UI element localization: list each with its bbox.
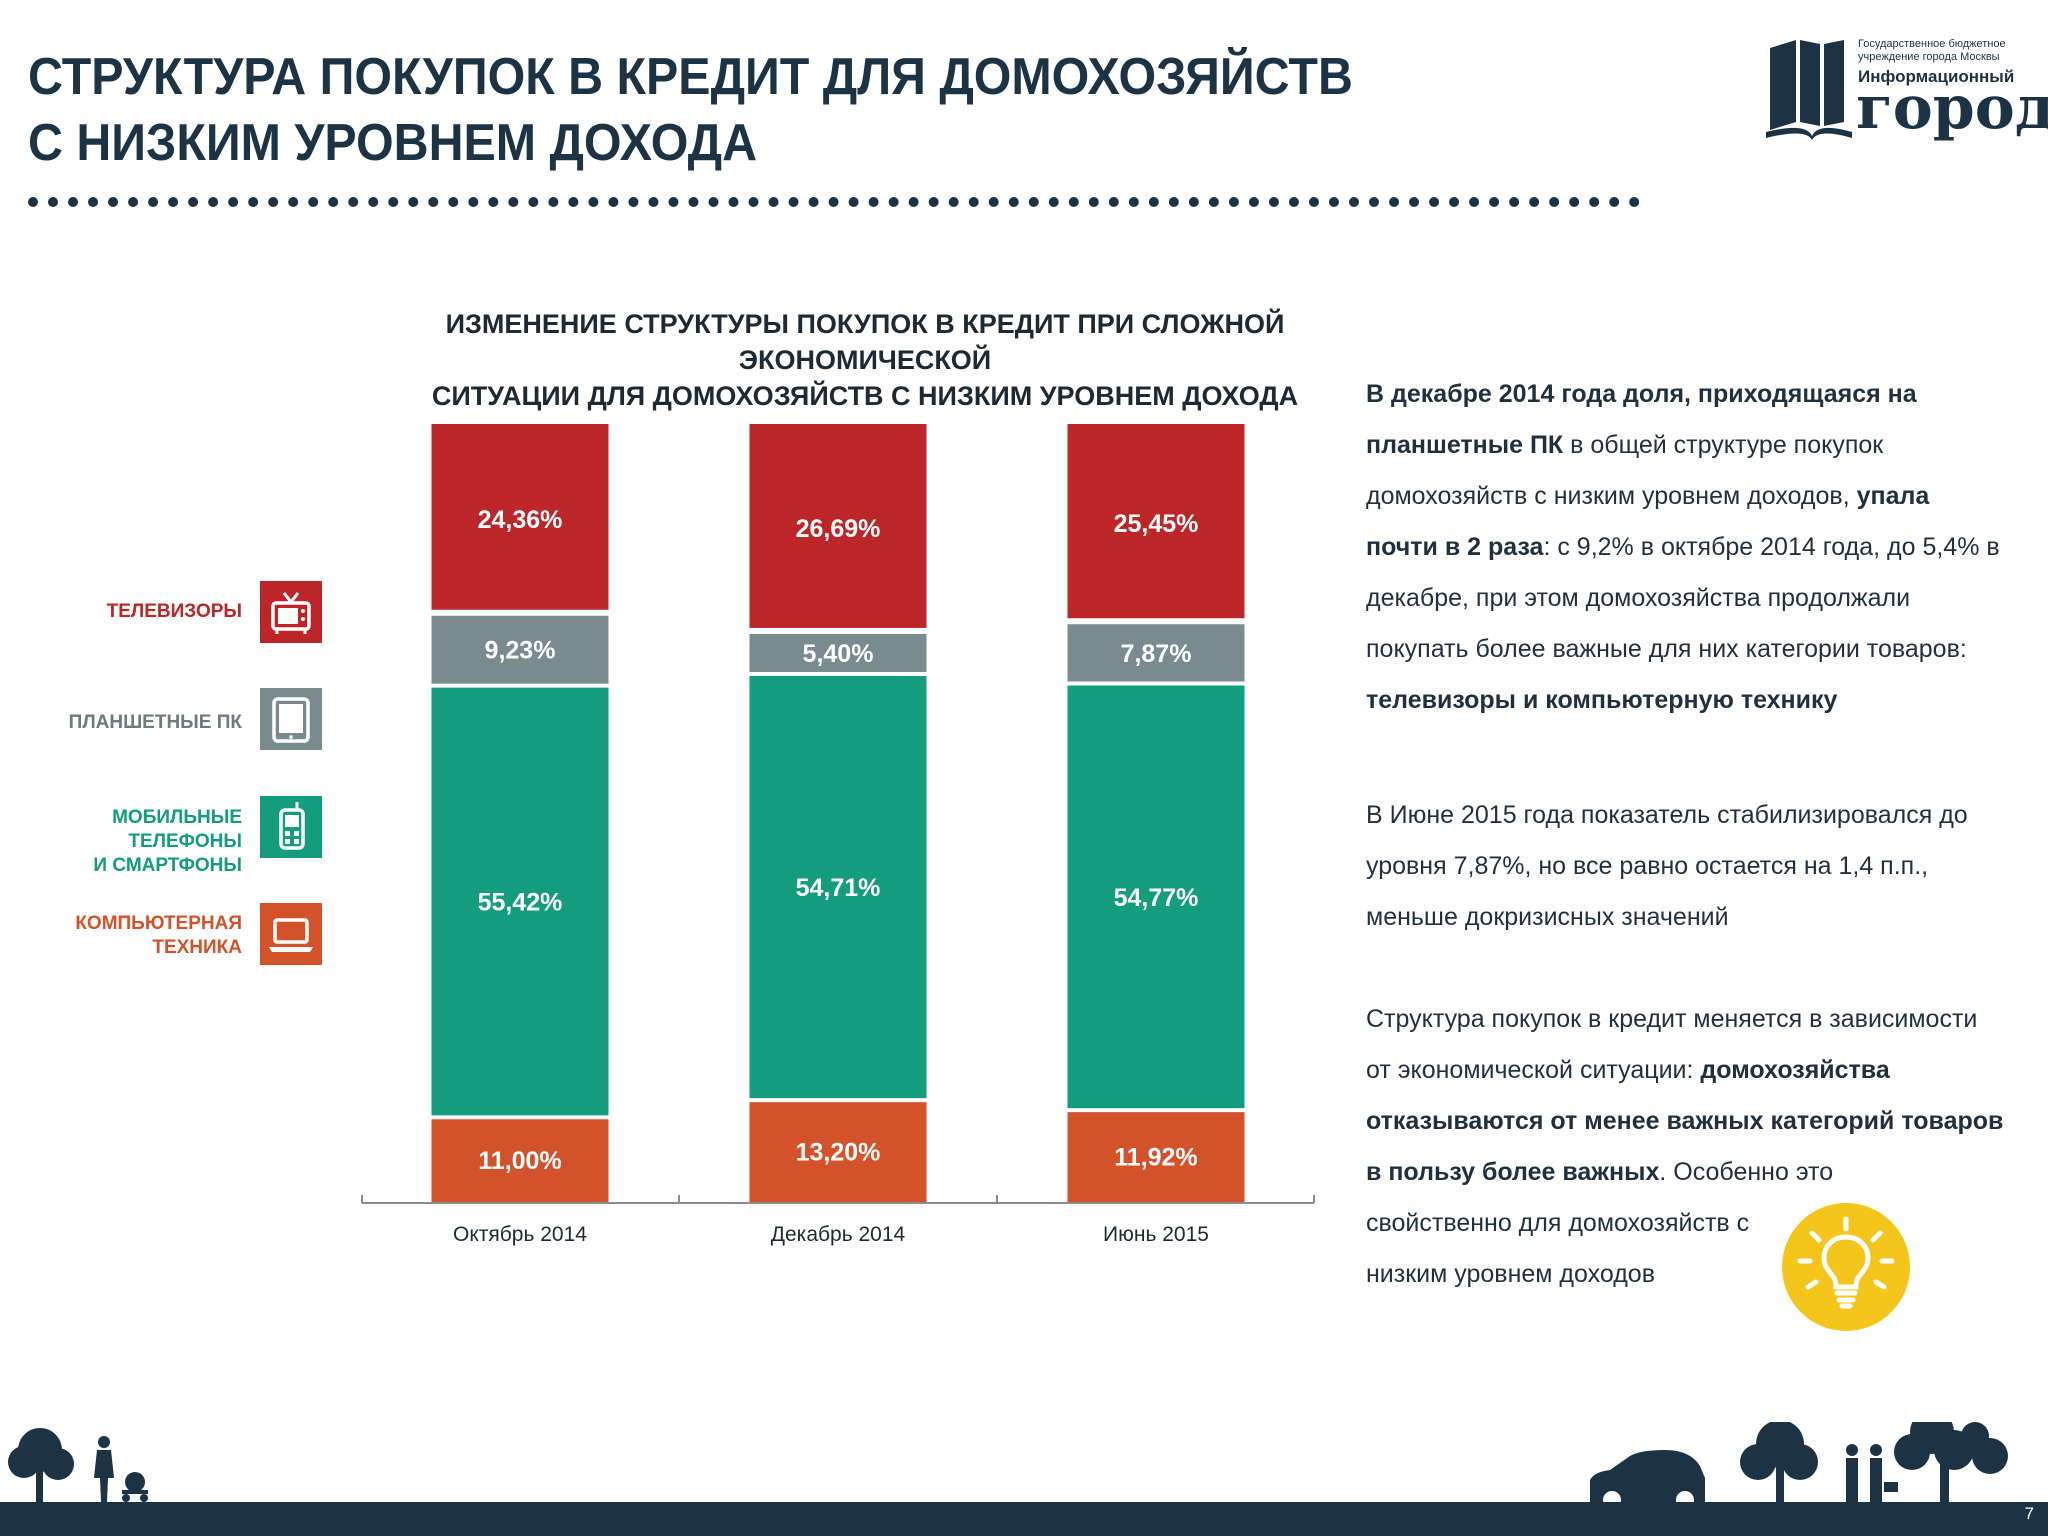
x-tick-label-3: Июнь 2015: [1103, 1223, 1209, 1246]
legend-computer-text-line2: ТЕХНИКА: [152, 937, 242, 958]
x-tick-label-2: Декабрь 2014: [771, 1223, 906, 1246]
data-label-1-4: 24,36%: [478, 506, 563, 534]
legend-mobile-text-line1: МОБИЛЬНЫЕ ТЕЛЕФОНЫ: [112, 807, 242, 852]
car-icon: [1590, 1450, 1705, 1502]
footer-scene: [8, 1422, 2008, 1502]
title-divider: [28, 197, 1640, 207]
side-p1-text-2: : с 9,2% в октябре 2014 года, до 5,4% в …: [1366, 533, 2000, 663]
laptop-icon: [260, 903, 322, 965]
side-paragraph-2: В Июне 2015 года показатель стабилизиров…: [1366, 790, 2006, 943]
bar-segment-1-3: [431, 615, 609, 684]
data-label-2-4: 26,69%: [796, 515, 881, 543]
bar-segment-2-1: [749, 1102, 927, 1203]
logo-subtitle-line1: Государственное бюджетное: [1858, 38, 2006, 50]
data-label-3-1: 11,92%: [1114, 1144, 1197, 1172]
page-title-line1: СТРУКТУРА ПОКУПОК В КРЕДИТ ДЛЯ ДОМОХОЗЯЙ…: [28, 48, 1353, 106]
data-label-2-1: 13,20%: [796, 1139, 881, 1167]
handshake-people-icon: [1846, 1444, 1898, 1502]
logo-word-informational: Информационный: [1858, 67, 2015, 86]
data-label-3-4: 25,45%: [1114, 510, 1199, 538]
chart-x-axis: Октябрь 2014 Декабрь 2014 Июнь 2015: [361, 1195, 1315, 1246]
side-paragraph-1: В декабре 2014 года доля, приходящаяся н…: [1366, 369, 2006, 726]
logo-subtitle-line2: учреждение города Москвы: [1858, 51, 2000, 63]
chart-title-line2: СИТУАЦИИ ДЛЯ ДОМОХОЗЯЙСТВ С НИЗКИМ УРОВН…: [431, 381, 1299, 411]
phone-icon: [260, 796, 322, 858]
bar-segment-2-3: [749, 633, 927, 672]
tablet-icon: [260, 688, 322, 750]
chart-bars: 11,00% 55,42% 9,23% 24,36% 13,20% 54,71% 5,40%…: [431, 424, 1245, 1203]
page-number: 7: [2024, 1504, 2034, 1523]
side-p1-bold-1: В декабре 2014 года доля, приходящаяся н…: [1366, 380, 1917, 459]
data-label-2-3: 5,40%: [803, 640, 874, 668]
side-p1-bold-3: телевизоры и компьютерную технику: [1366, 686, 1838, 714]
legend-mobile-text-line2: И СМАРТФОНЫ: [93, 855, 242, 876]
legend-label-tv: ТЕЛЕВИЗОРЫ: [107, 600, 242, 624]
logo-word-city: город: [1856, 73, 2048, 143]
side-p3-text-1: Структура покупок в кредит меняется в за…: [1366, 1005, 1978, 1084]
side-p3-text-2: . Особенно это: [1659, 1158, 1834, 1186]
side-paragraph-3: Структура покупок в кредит меняется в за…: [1366, 994, 2006, 1300]
bar-segment-1-4: [431, 424, 609, 610]
legend-label-computer: КОМПЬЮТЕРНАЯ ТЕХНИКА: [75, 912, 242, 960]
bar-segment-2-4: [749, 424, 927, 628]
bar-segment-3-2: [1067, 685, 1245, 1109]
legend-computer-text-line1: КОМПЬЮТЕРНАЯ: [75, 913, 242, 934]
page-title: СТРУКТУРА ПОКУПОК В КРЕДИТ ДЛЯ ДОМОХОЗЯЙ…: [28, 44, 1353, 176]
data-label-3-3: 7,87%: [1121, 640, 1192, 668]
data-label-3-2: 54,77%: [1114, 884, 1199, 912]
bar-segment-3-3: [1067, 624, 1245, 682]
tree-icon: [8, 1428, 74, 1502]
side-p3-text-3: свойственно для домохозяйств с: [1366, 1209, 1750, 1237]
legend-label-tablet: ПЛАНШЕТНЫЕ ПК: [69, 711, 242, 735]
page-title-line2: С НИЗКИМ УРОВНЕМ ДОХОДА: [28, 114, 758, 172]
data-label-1-3: 9,23%: [485, 637, 556, 665]
lightbulb-badge: [1782, 1203, 1910, 1331]
legend-tablet-text: ПЛАНШЕТНЫЕ ПК: [68, 712, 242, 733]
side-p3-bold-1: домохозяйства отказываются от менее важн…: [1366, 1056, 2004, 1186]
chart-title-line1: ИЗМЕНЕНИЕ СТРУКТУРЫ ПОКУПОК В КРЕДИТ ПРИ…: [445, 309, 1285, 375]
side-p3-text-4: низким уровнем доходов: [1366, 1260, 1655, 1288]
tree-icon: [1740, 1422, 1818, 1502]
tree-icon: [1894, 1422, 2008, 1502]
data-label-1-2: 55,42%: [478, 888, 563, 916]
stroller-person-icon: [94, 1436, 148, 1502]
bar-segment-1-2: [431, 687, 609, 1116]
logo-subtitle: Государственное бюджетное учреждение гор…: [1858, 38, 2006, 64]
chart-title: ИЗМЕНЕНИЕ СТРУКТУРЫ ПОКУПОК В КРЕДИТ ПРИ…: [380, 306, 1350, 414]
x-tick-label-1: Октябрь 2014: [453, 1223, 587, 1246]
legend-tv-text: ТЕЛЕВИЗОРЫ: [106, 601, 242, 622]
bar-segment-3-1: [1067, 1112, 1245, 1203]
footer-bar: [0, 1502, 2048, 1536]
bar-segment-3-4: [1067, 424, 1245, 619]
bar-segment-2-2: [749, 675, 927, 1099]
side-p1-text-1: в общей структуре покупок домохозяйств с…: [1366, 431, 1884, 510]
side-p1-bold-2: упала почти в 2 раза: [1366, 482, 1930, 561]
bar-segment-1-1: [431, 1119, 609, 1203]
side-p2-text: В Июне 2015 года показатель стабилизиров…: [1366, 801, 1968, 931]
logo-book-icon: [1766, 40, 1852, 140]
tv-icon: [260, 581, 322, 643]
lightbulb-icon: [1797, 1216, 1895, 1309]
data-label-1-1: 11,00%: [478, 1147, 561, 1175]
legend-label-mobile: МОБИЛЬНЫЕ ТЕЛЕФОНЫ И СМАРТФОНЫ: [0, 806, 242, 878]
data-label-2-2: 54,71%: [796, 874, 881, 902]
